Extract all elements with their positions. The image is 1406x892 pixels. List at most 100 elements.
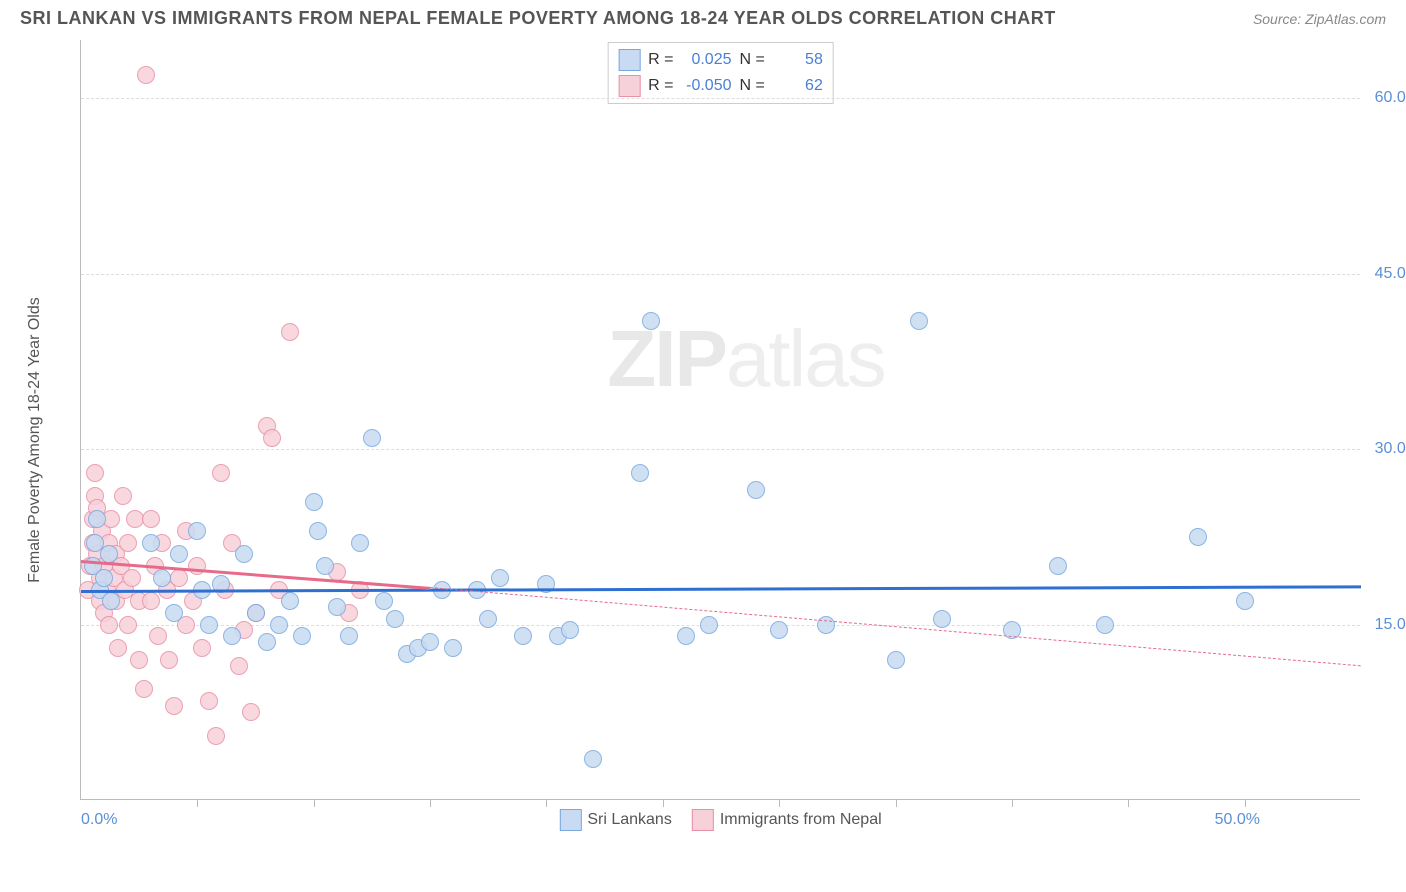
y-tick-label: 45.0%: [1365, 265, 1406, 283]
nepal-point: [137, 66, 155, 84]
nepal-point: [119, 534, 137, 552]
nepal-point: [142, 510, 160, 528]
nepal-point: [135, 680, 153, 698]
sri-lankans-point: [165, 604, 183, 622]
nepal-point: [86, 464, 104, 482]
sri-lankans-point: [235, 545, 253, 563]
x-tick: [430, 799, 431, 807]
legend-item-sri-lankans: Sri Lankans: [559, 809, 672, 831]
sri-lankans-point: [170, 545, 188, 563]
nepal-point: [142, 592, 160, 610]
x-tick: [896, 799, 897, 807]
sri-lankans-point: [700, 616, 718, 634]
nepal-point: [170, 569, 188, 587]
sri-lankans-point: [305, 493, 323, 511]
sri-lankans-point: [309, 522, 327, 540]
x-tick: [1012, 799, 1013, 807]
x-tick: [197, 799, 198, 807]
y-axis-label: Female Poverty Among 18-24 Year Olds: [26, 297, 44, 583]
sri-lankans-point: [561, 621, 579, 639]
swatch-nepal: [618, 75, 640, 97]
sri-lankans-point: [933, 610, 951, 628]
stats-legend: R = 0.025 N = 58 R = -0.050 N = 62: [607, 42, 834, 104]
sri-lankans-point: [1096, 616, 1114, 634]
chart-title: SRI LANKAN VS IMMIGRANTS FROM NEPAL FEMA…: [20, 8, 1056, 29]
sri-lankans-point: [328, 598, 346, 616]
sri-lankans-point: [479, 610, 497, 628]
sri-lankans-point: [421, 633, 439, 651]
nepal-point: [149, 627, 167, 645]
nepal-point: [109, 639, 127, 657]
stats-row-nepal: R = -0.050 N = 62: [618, 73, 823, 99]
plot-area: ZIPatlas R = 0.025 N = 58 R = -0.050 N =…: [80, 40, 1360, 800]
y-tick-label: 15.0%: [1365, 616, 1406, 634]
grid-line: [81, 449, 1360, 450]
nepal-point: [100, 616, 118, 634]
x-tick-label: 0.0%: [81, 811, 117, 829]
sri-lankans-point: [444, 639, 462, 657]
sri-lankans-point: [102, 592, 120, 610]
x-tick: [779, 799, 780, 807]
sri-lankans-point: [188, 522, 206, 540]
swatch-nepal-bottom: [692, 809, 714, 831]
sri-lankans-point: [677, 627, 695, 645]
sri-lankans-point: [514, 627, 532, 645]
chart-container: Female Poverty Among 18-24 Year Olds ZIP…: [50, 40, 1390, 840]
stats-row-sri-lankans: R = 0.025 N = 58: [618, 47, 823, 73]
nepal-point: [281, 323, 299, 341]
source-label: Source: ZipAtlas.com: [1253, 11, 1386, 27]
x-tick: [663, 799, 664, 807]
x-tick-label: 50.0%: [1215, 811, 1260, 829]
nepal-point: [242, 703, 260, 721]
sri-lankans-point: [747, 481, 765, 499]
nepal-point: [119, 616, 137, 634]
sri-lankans-point: [200, 616, 218, 634]
nepal-point: [188, 557, 206, 575]
legend-item-nepal: Immigrants from Nepal: [692, 809, 882, 831]
sri-lankans-point: [351, 534, 369, 552]
sri-lankans-point: [817, 616, 835, 634]
sri-lankans-point: [293, 627, 311, 645]
sri-lankans-point: [887, 651, 905, 669]
sri-lankans-point: [316, 557, 334, 575]
sri-lankans-point: [142, 534, 160, 552]
x-tick: [1245, 799, 1246, 807]
x-tick: [314, 799, 315, 807]
swatch-sri-lankans-bottom: [559, 809, 581, 831]
nepal-point: [114, 487, 132, 505]
nepal-point: [123, 569, 141, 587]
sri-lankans-point: [584, 750, 602, 768]
sri-lankans-point: [223, 627, 241, 645]
y-tick-label: 60.0%: [1365, 89, 1406, 107]
sri-lankans-point: [281, 592, 299, 610]
sri-lankans-point: [88, 510, 106, 528]
nepal-point: [263, 429, 281, 447]
sri-lankans-point: [642, 312, 660, 330]
sri-lankans-point: [910, 312, 928, 330]
sri-lankans-point: [1189, 528, 1207, 546]
sri-lankans-point: [1049, 557, 1067, 575]
sri-lankans-point: [491, 569, 509, 587]
nepal-point: [193, 639, 211, 657]
sri-lankans-point: [153, 569, 171, 587]
swatch-sri-lankans: [618, 49, 640, 71]
sri-lankans-point: [770, 621, 788, 639]
sri-lankans-point: [340, 627, 358, 645]
grid-line: [81, 98, 1360, 99]
sri-lankans-point: [247, 604, 265, 622]
nepal-point: [207, 727, 225, 745]
grid-line: [81, 274, 1360, 275]
sri-lankans-point: [363, 429, 381, 447]
sri-lankans-point: [631, 464, 649, 482]
bottom-legend: Sri Lankans Immigrants from Nepal: [559, 809, 881, 831]
sri-lankans-point: [270, 616, 288, 634]
y-tick-label: 30.0%: [1365, 440, 1406, 458]
sri-lankans-point: [95, 569, 113, 587]
sri-lankans-point: [386, 610, 404, 628]
sri-lankans-point: [258, 633, 276, 651]
sri-lankans-point: [375, 592, 393, 610]
nepal-point: [165, 697, 183, 715]
nepal-point: [200, 692, 218, 710]
nepal-point: [160, 651, 178, 669]
nepal-point: [230, 657, 248, 675]
